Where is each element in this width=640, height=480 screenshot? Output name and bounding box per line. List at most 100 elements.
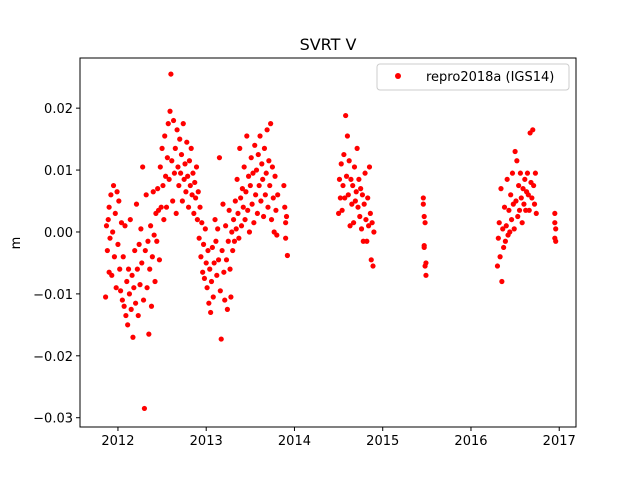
y-tick-label: −0.01 [33,288,73,303]
data-point [112,210,118,217]
data-point [237,145,243,151]
data-point [422,220,428,226]
data-point [242,216,248,223]
data-point [369,220,375,226]
data-point [513,198,519,204]
data-point [129,272,135,278]
data-point [103,223,110,229]
data-point [130,334,136,340]
data-point [232,198,238,204]
data-point [177,136,183,142]
data-point [552,210,558,217]
data-point [244,133,250,139]
data-point [362,170,368,176]
data-point [358,226,365,232]
data-point [238,223,245,229]
x-tick-label: 2013 [190,434,223,449]
data-point [194,216,200,223]
data-point [352,198,358,204]
data-point [172,145,178,151]
data-point [118,220,125,226]
data-point [499,278,505,285]
data-point [335,210,342,217]
data-point [225,238,231,244]
data-point [209,244,215,251]
data-point [260,213,267,220]
data-point [253,167,260,173]
data-point [256,182,262,189]
data-point [365,195,371,201]
data-point [508,192,514,198]
data-point [251,220,257,226]
data-point [116,198,122,204]
data-point [208,278,215,285]
data-point [105,216,111,223]
data-point [262,192,268,198]
data-point [240,204,246,210]
data-point [263,170,269,176]
data-point [243,189,249,195]
data-point [193,195,199,201]
data-point [234,176,240,182]
data-point [124,278,130,285]
data-point [158,204,164,210]
data-point [347,223,353,229]
data-point [345,192,351,198]
data-point [212,216,218,223]
data-point [117,266,123,272]
data-point [184,139,190,145]
x-tick-label: 2014 [278,434,311,449]
data-point [185,173,191,179]
data-point [519,220,525,226]
data-point [202,226,208,232]
data-point [121,303,127,309]
data-point [344,133,351,139]
data-point [338,161,344,167]
data-point [531,182,537,189]
data-point [552,220,558,226]
data-point [131,285,137,291]
data-point [500,226,506,232]
data-point [265,204,271,210]
data-point [217,288,223,294]
data-point [257,133,263,139]
data-point [183,189,189,195]
data-point [196,235,202,241]
data-point [133,300,139,306]
data-point [268,216,275,223]
data-point [512,148,518,155]
data-point [214,272,220,278]
data-point [236,235,242,241]
data-point [211,260,217,266]
data-point [518,195,524,201]
data-point [284,252,291,259]
data-point [238,195,244,201]
y-tick-label: −0.03 [33,412,73,427]
data-point [497,254,503,260]
data-point [339,207,345,213]
chart-title: SVRT V [300,35,357,54]
data-point [226,207,232,213]
x-tick-label: 2017 [543,434,576,449]
data-point [275,192,281,198]
data-point [210,294,216,300]
data-point [283,235,289,241]
data-point [132,247,138,254]
data-point [494,263,501,269]
data-point [193,164,200,170]
data-point [268,121,274,127]
data-point [357,213,363,220]
data-point [110,182,117,189]
data-point [134,266,140,272]
data-point [553,226,559,232]
data-point [520,186,526,192]
data-point [117,288,124,294]
data-point [108,192,114,198]
legend-label: repro2018a (IGS14) [426,70,554,85]
data-point [230,247,236,254]
data-point [346,158,352,164]
data-point [186,158,193,164]
data-point [253,192,259,198]
data-point [245,207,251,213]
data-point [516,207,523,213]
